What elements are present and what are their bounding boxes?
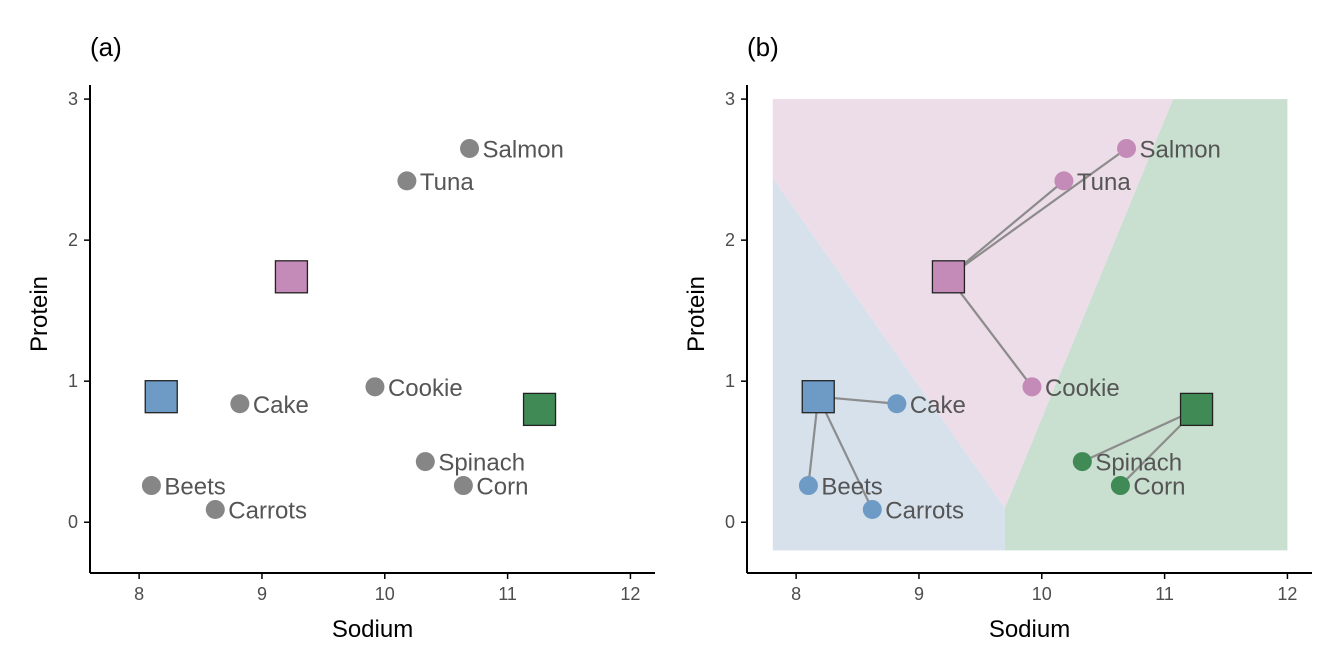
- point-label: Tuna: [1077, 169, 1131, 196]
- y-axis-title: Protein: [683, 276, 710, 352]
- point-label: Salmon: [483, 136, 564, 163]
- y-tick-label: 3: [725, 89, 735, 109]
- region-blue: [772, 178, 1005, 551]
- panel-title: (a): [90, 32, 122, 62]
- y-tick-label: 3: [68, 89, 78, 109]
- assignment-line: [1081, 408, 1198, 463]
- x-axis-title: Sodium: [989, 616, 1070, 643]
- point-label: Cake: [253, 392, 309, 419]
- centroid-marker: [1179, 392, 1214, 427]
- data-point: [230, 394, 250, 414]
- point-label: Corn: [1133, 474, 1185, 501]
- y-tick-label: 2: [68, 230, 78, 250]
- data-point: [460, 138, 480, 158]
- centroid-marker: [801, 380, 835, 414]
- data-point: [1110, 476, 1130, 496]
- point-label: Spinach: [438, 450, 525, 477]
- panel-b: 8 9 10 11 120123SodiumProtein(b)SalmonTunaCo…: [683, 32, 1312, 643]
- x-tick-label: 8: [134, 584, 144, 604]
- x-axis-title: Sodium: [332, 616, 413, 643]
- x-tick-label: 12: [620, 584, 640, 604]
- y-tick-label: 2: [725, 230, 735, 250]
- data-point: [887, 394, 907, 414]
- point-label: Beets: [164, 474, 225, 501]
- centroid-marker: [931, 260, 966, 294]
- centroid-marker: [274, 260, 309, 294]
- data-point: [453, 476, 473, 496]
- region-pink: [772, 99, 1174, 509]
- x-tick-label: 10: [1032, 584, 1052, 604]
- x-tick-label: 11: [498, 584, 517, 604]
- point-label: Carrots: [228, 498, 307, 525]
- point-label: Cookie: [1045, 375, 1120, 402]
- data-point: [1054, 171, 1074, 191]
- y-tick-label: 1: [725, 371, 735, 391]
- data-point: [415, 452, 435, 472]
- data-point: [862, 500, 882, 520]
- point-label: Tuna: [420, 169, 474, 196]
- panel-a: 8 9 10 11 120123SodiumProtein(a)SalmonTunaCo…: [26, 32, 655, 643]
- data-point: [1022, 377, 1042, 397]
- point-label: Corn: [476, 474, 528, 501]
- assignment-line: [947, 276, 1033, 388]
- data-point: [205, 500, 225, 520]
- point-label: Spinach: [1095, 450, 1182, 477]
- data-point: [1117, 138, 1137, 158]
- y-tick-label: 0: [725, 512, 735, 532]
- point-label: Beets: [821, 474, 882, 501]
- x-tick-label: 11: [1155, 584, 1174, 604]
- point-label: Carrots: [885, 498, 964, 525]
- data-point: [1072, 452, 1092, 472]
- assignment-line: [947, 147, 1128, 278]
- point-label: Cookie: [388, 375, 463, 402]
- data-point: [397, 171, 417, 191]
- y-axis-title: Protein: [26, 276, 53, 352]
- centroid-marker: [144, 380, 178, 414]
- data-point: [365, 377, 385, 397]
- panel-title: (b): [747, 32, 779, 62]
- assignment-line: [817, 396, 874, 511]
- x-tick-label: 8: [791, 584, 801, 604]
- x-tick-label: 12: [1277, 584, 1297, 604]
- x-tick-label: 9: [914, 584, 924, 604]
- y-tick-label: 0: [68, 512, 78, 532]
- assignment-line: [947, 180, 1065, 278]
- y-tick-label: 1: [68, 371, 78, 391]
- x-tick-label: 10: [375, 584, 395, 604]
- x-tick-label: 9: [257, 584, 267, 604]
- data-point: [798, 476, 818, 496]
- data-point: [141, 476, 161, 496]
- centroid-marker: [522, 392, 557, 427]
- point-label: Salmon: [1140, 136, 1221, 163]
- point-label: Cake: [910, 392, 966, 419]
- region-green: [1004, 99, 1288, 551]
